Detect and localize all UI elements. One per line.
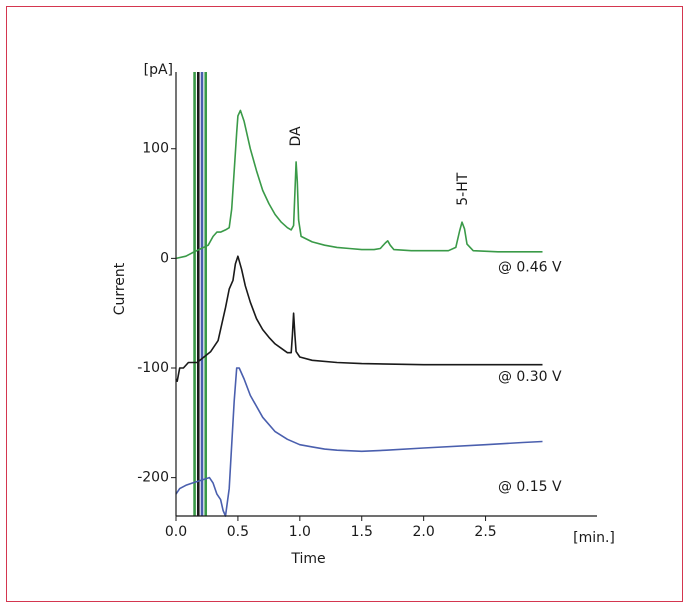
- x-tick-label: 1.5: [351, 524, 373, 540]
- x-tick-label: 0.0: [165, 524, 187, 540]
- peak-annotation-1: 5-HT: [455, 172, 471, 205]
- axes: 0.0 0.5 1.0 1.5 2.0 2.5 100 0 -100 -200: [137, 72, 597, 540]
- y-tick-label: -200: [137, 470, 169, 486]
- x-tick-label: 0.5: [227, 524, 249, 540]
- injection-spikes: [193, 72, 208, 516]
- series-label-2: @ 0.15 V: [498, 479, 562, 495]
- series-label-0: @ 0.46 V: [498, 260, 562, 276]
- y-tick-label: -100: [137, 360, 169, 376]
- x-tick-label: 2.5: [474, 524, 496, 540]
- series-label-1: @ 0.30 V: [498, 369, 562, 385]
- y-tick-label: 100: [142, 141, 169, 157]
- y-tick-label: 0: [160, 250, 169, 266]
- x-axis-title: Time: [290, 551, 325, 567]
- figure-frame: [6, 6, 683, 602]
- series-line-2: [175, 367, 543, 517]
- series-line-1: [175, 255, 543, 382]
- x-tick-label: 2.0: [413, 524, 435, 540]
- peak-annotation-0: DA: [288, 126, 304, 147]
- series-line-0: [175, 109, 543, 260]
- labels: Time Current [pA] [min.] @ 0.46 V @ 0.30 V @ 0…: [112, 62, 615, 567]
- y-axis-unit: [pA]: [144, 62, 173, 78]
- y-axis-title: Current: [112, 262, 128, 315]
- series-layer: [175, 109, 543, 517]
- x-tick-label: 1.0: [289, 524, 311, 540]
- x-axis-unit: [min.]: [573, 530, 615, 546]
